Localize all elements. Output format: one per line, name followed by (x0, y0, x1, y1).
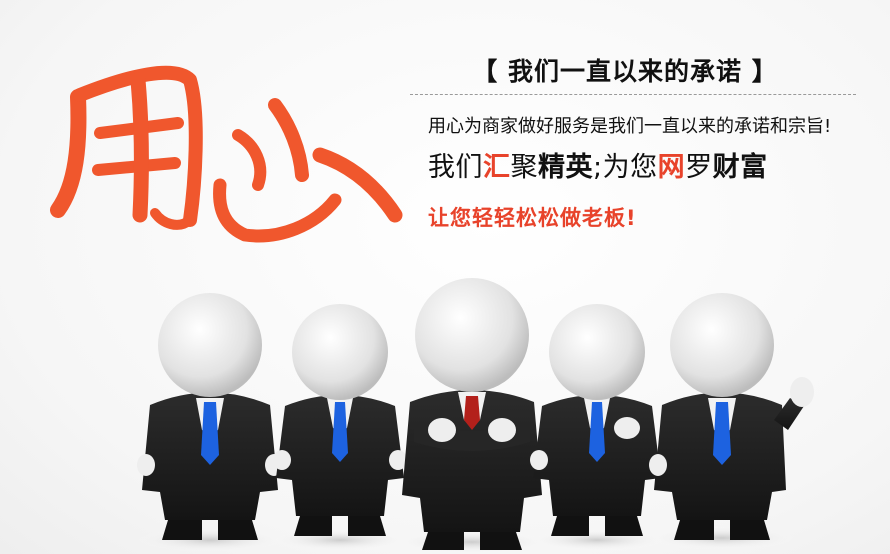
slogan-line-2-part: 罗 (685, 152, 713, 183)
promise-heading: 【 我们一直以来的承诺 】 (472, 57, 778, 86)
slogan-line-2-part: ;为您 (593, 152, 658, 183)
business-figures-group (0, 270, 890, 554)
slogan-line-3: 让您轻轻松松做老板! (428, 206, 637, 230)
slogan-line-2-bold: 财富 (712, 152, 768, 183)
slogan-line-2-highlight: 汇 (483, 152, 511, 183)
business-figure-3 (392, 278, 552, 554)
slogan-line-1: 用心为商家做好服务是我们一直以来的承诺和宗旨! (428, 116, 832, 137)
slogan-line-2-bold: 精英 (538, 152, 593, 183)
business-figure-1 (135, 293, 285, 552)
calligraphy-logo (50, 35, 410, 245)
business-figures-illustration (135, 278, 814, 554)
calligraphy-yongxin-graphic (50, 65, 403, 243)
slogan-line-2-part: 聚 (510, 152, 538, 183)
slogan-line-2-highlight: 网 (657, 152, 686, 183)
slogan-line-2-part: 我们 (428, 152, 483, 183)
business-figure-2 (270, 304, 410, 551)
business-figure-4 (527, 304, 667, 551)
dashed-divider (410, 94, 856, 95)
business-figure-5 (647, 293, 814, 550)
slogan-line-2: 我们汇聚精英;为您网罗财富 (428, 145, 768, 184)
